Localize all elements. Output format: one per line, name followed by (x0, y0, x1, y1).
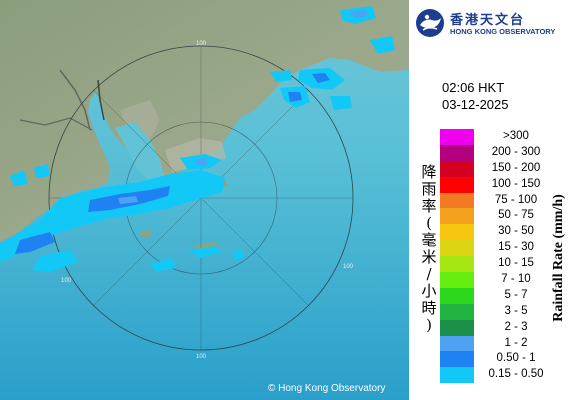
rain-echo (10, 170, 28, 186)
legend-row: 0.15 - 0.50 (440, 367, 543, 384)
rain-echo (32, 250, 78, 272)
radar-map-canvas: 100 100 100 100 (0, 0, 409, 400)
legend-swatch (440, 129, 474, 145)
legend-label: 15 - 30 (498, 241, 534, 254)
rain-echo (150, 258, 176, 272)
hko-logo: 香港天文台 HONG KONG OBSERVATORY (415, 6, 575, 40)
rain-echo (188, 246, 222, 258)
legend-swatch (440, 192, 474, 209)
legend-label: 100 - 150 (491, 177, 541, 190)
legend-row: 2 - 3 (440, 319, 540, 336)
legend-label: 5 - 7 (504, 288, 528, 301)
island-south (140, 230, 152, 238)
legend-swatch (440, 319, 474, 336)
legend-swatch (440, 224, 474, 241)
legend-panel: 香港天文台 HONG KONG OBSERVATORY 02:06 HKT 03… (409, 0, 577, 400)
legend-row: 200 - 300 (440, 144, 540, 161)
legend-label: 1 - 2 (504, 336, 528, 349)
legend-label: 200 - 300 (491, 145, 541, 158)
legend-label: 10 - 15 (498, 257, 534, 270)
timestamp-date: 03-12-2025 (442, 97, 509, 112)
land-mainland (0, 0, 409, 242)
legend-label: 0.50 - 1 (496, 352, 536, 365)
legend-label: 30 - 50 (498, 225, 534, 238)
legend-label: 7 - 10 (501, 273, 531, 286)
legend-swatch (440, 208, 474, 225)
rain-echo (34, 164, 50, 178)
legend-row: >300 (440, 129, 540, 145)
rain-echo (370, 36, 395, 54)
logo-text-cn: 香港天文台 (450, 13, 526, 28)
copyright-text: © Hong Kong Observatory (268, 383, 386, 394)
rain-echo (15, 232, 55, 254)
legend-row: 7 - 10 (440, 272, 540, 288)
rain-echo (118, 196, 138, 204)
legend-row: 1 - 2 (440, 335, 540, 352)
rain-echo (330, 96, 352, 110)
legend-swatch (440, 335, 474, 352)
legend-swatch (440, 240, 474, 257)
rain-echo (350, 10, 368, 18)
river (59, 69, 91, 131)
legend-row: 75 - 100 (440, 192, 540, 209)
rainfall-legend: >300 200 - 300 150 - 200 100 - 150 75 - 100 5… (440, 129, 543, 384)
legend-row: 3 - 5 (440, 303, 540, 320)
legend-label: 2 - 3 (504, 320, 528, 333)
pearl-river-estuary (115, 122, 165, 182)
legend-row: 0.50 - 1 (440, 351, 540, 368)
legend-label: 0.15 - 0.50 (488, 368, 544, 381)
legend-swatch (440, 256, 474, 273)
timestamp-time: 02:06 HKT (442, 80, 505, 95)
range-label-east: 100 (343, 264, 354, 270)
rain-echo (195, 158, 208, 166)
range-label-south: 100 (196, 354, 207, 360)
legend-row: 30 - 50 (440, 224, 540, 241)
range-label-west: 100 (61, 278, 72, 284)
legend-row: 100 - 150 (440, 176, 540, 193)
hko-logo-icon (416, 9, 444, 37)
rain-echo (270, 70, 292, 82)
range-label-north: 100 (196, 41, 207, 47)
legend-title-en: Rainfall Rate (mm/h) (551, 194, 566, 322)
legend-swatch (440, 351, 474, 368)
rain-echo (288, 92, 302, 102)
river-3 (97, 79, 105, 121)
river-2 (19, 117, 93, 131)
legend-swatch (440, 303, 474, 320)
legend-swatch (440, 287, 474, 304)
legend-swatch (440, 144, 474, 161)
legend-label: >300 (503, 130, 529, 142)
radar-map: 100 100 100 100 © Hong Kong Observatory (0, 0, 409, 400)
legend-label: 50 - 75 (498, 209, 534, 222)
legend-row: 150 - 200 (440, 160, 540, 177)
legend-swatch (440, 176, 474, 193)
rain-echo (232, 250, 244, 260)
legend-label: 150 - 200 (491, 161, 541, 174)
radar-echoes (0, 6, 395, 272)
legend-title-cn: 降雨率(毫米 / 小時) (421, 163, 437, 334)
legend-swatch (440, 160, 474, 177)
island-wanshan (192, 242, 220, 250)
legend-swatch (440, 367, 474, 384)
rain-echo (312, 73, 330, 83)
legend-row: 5 - 7 (440, 287, 540, 304)
legend-swatch (440, 272, 474, 288)
legend-row: 15 - 30 (440, 240, 540, 257)
legend-row: 50 - 75 (440, 208, 540, 225)
logo-text-en: HONG KONG OBSERVATORY (450, 27, 556, 36)
legend-label: 3 - 5 (504, 304, 528, 317)
legend-label: 75 - 100 (494, 193, 538, 206)
rain-echo-band (0, 170, 225, 262)
legend-row: 10 - 15 (440, 256, 540, 273)
